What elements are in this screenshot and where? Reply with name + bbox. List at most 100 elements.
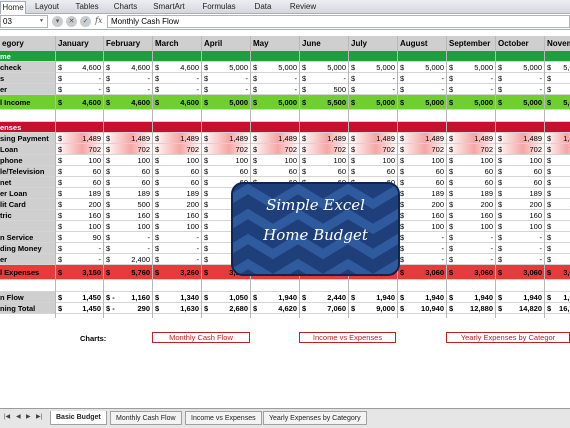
table-cell[interactable]: $60 [398,177,447,187]
column-header[interactable]: October [498,39,529,48]
table-cell[interactable]: $5,000 [251,62,300,72]
table-cell[interactable]: $100 [153,221,202,231]
tab-yearly-expenses[interactable]: Yearly Expenses by Category [263,411,367,425]
table-cell[interactable]: $90 [56,232,104,242]
table-cell[interactable]: $100 [300,155,349,165]
table-cell[interactable]: $1,489 [104,133,153,143]
table-cell[interactable]: $4,600 [104,95,153,109]
column-header[interactable]: February [106,39,141,48]
table-cell[interactable]: $- [496,73,545,83]
row-label[interactable]: check [0,62,56,72]
table-cell[interactable]: $1,940 [447,292,496,302]
table-cell[interactable]: $- [447,243,496,253]
table-cell[interactable]: $3,150 [56,265,104,279]
table-cell[interactable]: $- [251,84,300,94]
table-cell[interactable]: $189 [496,188,545,198]
monthly-cash-flow-link[interactable]: Monthly Cash Flow [152,332,250,343]
row-label[interactable]: Loan [0,144,56,154]
table-cell[interactable]: $2,680 [202,303,251,313]
table-cell[interactable]: $702 [496,144,545,154]
table-cell[interactable]: $100 [545,221,570,231]
table-cell[interactable]: $200 [398,199,447,209]
table-cell[interactable]: $702 [545,144,570,154]
table-cell[interactable]: $100 [104,155,153,165]
table-cell[interactable]: $160 [56,210,104,220]
row-label[interactable]: ding Money [0,243,56,253]
table-cell[interactable]: $100 [349,155,398,165]
table-cell[interactable]: $189 [545,188,570,198]
table-cell[interactable]: $- [251,73,300,83]
table-cell[interactable]: $702 [153,144,202,154]
table-cell[interactable]: $1,940 [349,292,398,302]
table-cell[interactable]: $189 [104,188,153,198]
table-cell[interactable]: $10,940 [398,303,447,313]
table-cell[interactable]: $100 [447,155,496,165]
yearly-expenses-link[interactable]: Yearly Expenses by Categor [446,332,570,343]
table-cell[interactable]: $2,400 [104,254,153,264]
table-cell[interactable]: $5,000 [398,95,447,109]
row-label[interactable]: ning Total [0,303,56,313]
column-header[interactable]: August [400,39,428,48]
table-cell[interactable]: $1,489 [56,133,104,143]
table-cell[interactable]: $1,489 [300,133,349,143]
table-cell[interactable]: $5,000 [496,62,545,72]
table-cell[interactable]: $100 [153,155,202,165]
table-cell[interactable]: $- [545,232,570,242]
table-cell[interactable]: $4,600 [153,95,202,109]
table-cell[interactable]: $100 [251,155,300,165]
table-cell[interactable]: $- [398,232,447,242]
table-cell[interactable]: $60 [56,177,104,187]
table-cell[interactable]: $1,489 [398,133,447,143]
table-cell[interactable]: $- [496,243,545,253]
prev-sheet-icon[interactable]: ◀ [16,414,21,420]
table-cell[interactable]: $160 [398,210,447,220]
table-cell[interactable]: $4,600 [56,95,104,109]
row-label[interactable]: n Service [0,232,56,242]
table-cell[interactable]: $1,450 [56,292,104,302]
table-cell[interactable]: $60 [300,166,349,176]
table-cell[interactable]: $702 [447,144,496,154]
row-label[interactable]: le/Television [0,166,56,176]
row-label[interactable]: enses [0,123,22,132]
table-cell[interactable]: $- [202,73,251,83]
tab-income-vs-expenses[interactable]: Income vs Expenses [185,411,262,425]
table-cell[interactable]: $60 [251,166,300,176]
row-label[interactable]: lit Card [0,199,56,209]
table-cell[interactable]: $5,000 [447,62,496,72]
ribbon-tab-data[interactable]: Data [254,2,272,11]
column-header[interactable]: June [302,39,321,48]
table-cell[interactable]: $3,260 [153,265,202,279]
table-cell[interactable]: $100 [447,221,496,231]
row-label[interactable]: tric [0,210,56,220]
table-cell[interactable]: $1,489 [496,133,545,143]
table-cell[interactable]: $3,060 [545,265,570,279]
row-label[interactable]: phone [0,155,56,165]
table-cell[interactable]: $5,000 [349,62,398,72]
table-cell[interactable]: $- [104,232,153,242]
table-cell[interactable]: $12,880 [447,303,496,313]
table-cell[interactable]: $14,820 [496,303,545,313]
ribbon-tab-layout[interactable]: Layout [34,2,60,11]
table-cell[interactable]: $702 [349,144,398,154]
column-header[interactable]: September [449,39,491,48]
table-cell[interactable]: $5,500 [300,95,349,109]
table-cell[interactable]: $5,000 [447,95,496,109]
table-cell[interactable]: $1,489 [202,133,251,143]
table-cell[interactable]: $- [202,84,251,94]
ribbon-tab-charts[interactable]: Charts [113,2,138,11]
table-cell[interactable]: $702 [56,144,104,154]
name-box[interactable]: 03 [0,15,48,28]
table-cell[interactable]: $- [447,254,496,264]
chevron-down-icon[interactable]: ▼ [39,18,44,24]
table-cell[interactable]: $- [56,73,104,83]
table-cell[interactable]: $200 [545,199,570,209]
column-header[interactable]: April [204,39,223,48]
table-cell[interactable]: $- [545,243,570,253]
table-cell[interactable]: $- [153,254,202,264]
table-cell[interactable]: $200 [153,199,202,209]
table-cell[interactable]: $100 [496,155,545,165]
table-cell[interactable]: $60 [447,177,496,187]
table-cell[interactable]: $5,000 [251,95,300,109]
table-cell[interactable]: $- [56,243,104,253]
table-cell[interactable]: $189 [398,188,447,198]
